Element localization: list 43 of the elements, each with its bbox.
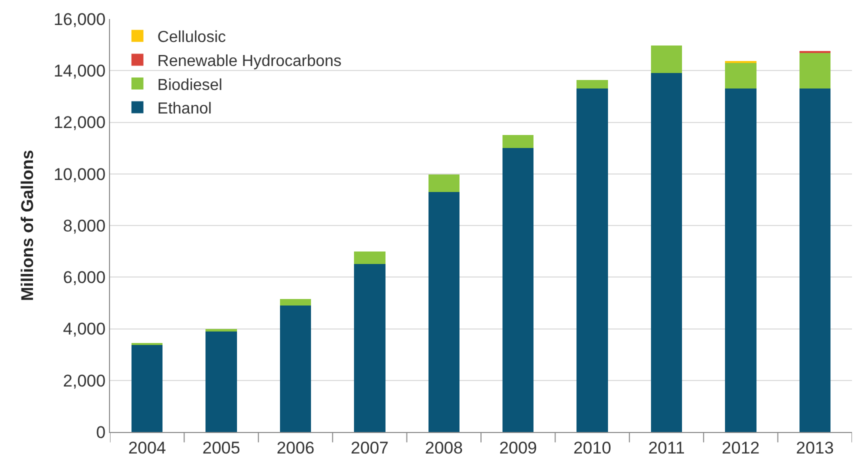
bar xyxy=(428,192,460,432)
y-tick-label: 14,000 xyxy=(54,62,106,81)
x-tick-label: 2013 xyxy=(796,438,834,458)
x-tick-label: 2004 xyxy=(128,438,166,458)
y-tick-label: 2,000 xyxy=(63,371,106,390)
y-tick-label: 6,000 xyxy=(63,268,106,288)
bar xyxy=(799,88,830,432)
x-tick-label: 2009 xyxy=(499,438,538,458)
bar xyxy=(650,46,682,74)
x-tick-label: 2012 xyxy=(722,438,760,458)
y-tick-label: 0 xyxy=(96,422,106,442)
legend-label: Ethanol xyxy=(157,100,212,118)
bar xyxy=(502,148,534,432)
bar xyxy=(280,306,312,432)
x-tick-label: 2008 xyxy=(424,438,463,458)
y-tick-label: 8,000 xyxy=(63,216,106,236)
bar xyxy=(132,344,163,432)
x-tick-label: 2010 xyxy=(573,438,612,458)
x-tick-label: 2006 xyxy=(276,438,314,458)
bar xyxy=(502,135,534,148)
y-tick-label: 12,000 xyxy=(54,113,106,132)
bar xyxy=(725,88,756,432)
x-tick-label: 2005 xyxy=(202,438,240,458)
bar xyxy=(354,252,386,264)
bar xyxy=(206,331,237,432)
bar xyxy=(650,73,682,432)
bar xyxy=(280,299,312,306)
x-tick-label: 2007 xyxy=(350,438,389,458)
bar xyxy=(725,62,756,89)
y-tick-label: 16,000 xyxy=(54,10,106,29)
x-tick-label: 2011 xyxy=(648,438,685,458)
bar xyxy=(206,328,237,332)
bar xyxy=(576,88,608,432)
y-tick-label: 4,000 xyxy=(63,320,106,339)
y-tick-label: 10,000 xyxy=(54,164,106,184)
bar xyxy=(428,174,460,192)
y-axis-title: Millions of Gallons xyxy=(18,150,38,302)
bar xyxy=(354,264,386,432)
legend-label: Renewable Hydrocarbons xyxy=(157,52,342,70)
legend-label: Cellulosic xyxy=(157,29,226,46)
bar xyxy=(576,80,608,89)
bar xyxy=(799,52,830,89)
legend-label: Biodiesel xyxy=(157,76,222,94)
